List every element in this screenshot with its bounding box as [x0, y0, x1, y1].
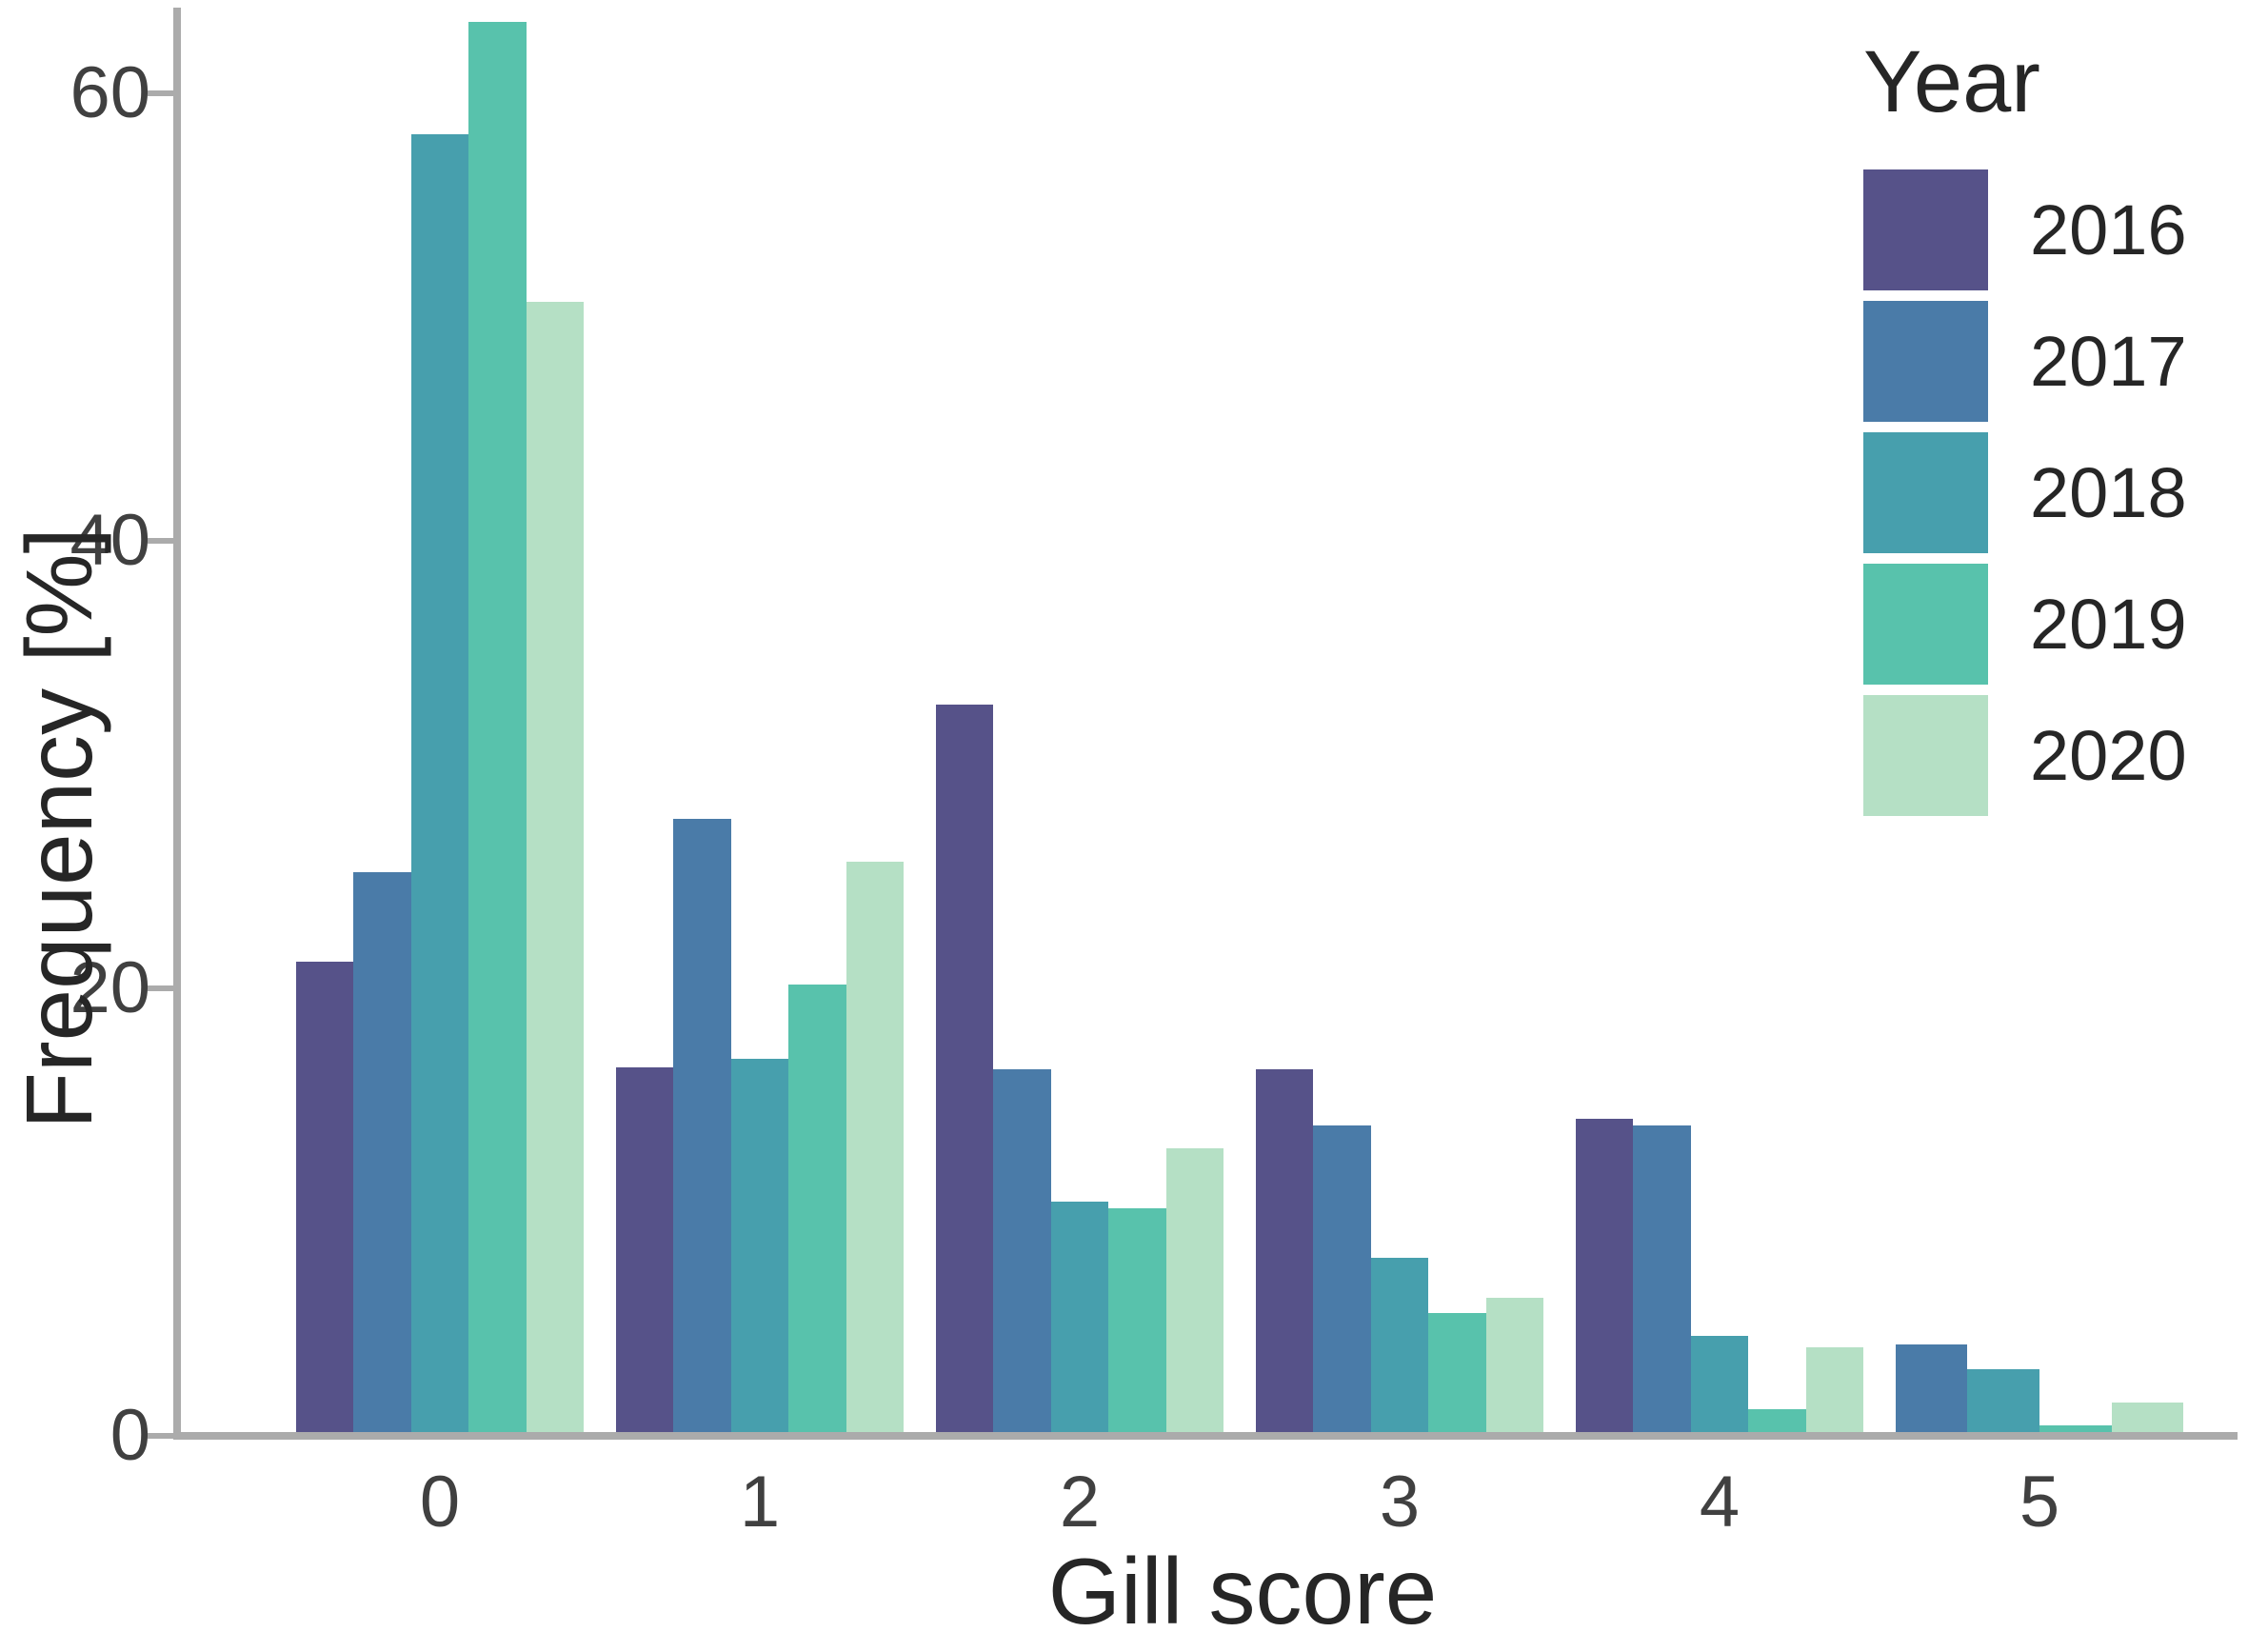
legend-item-2016: 2016: [1863, 169, 2187, 290]
legend-item-2019: 2019: [1863, 564, 2187, 685]
x-tick-label: 0: [419, 1462, 461, 1543]
bar-2020-score-4: [1805, 1347, 1864, 1432]
legend-label-2017: 2017: [2030, 321, 2187, 401]
bar-2020-score-2: [1165, 1148, 1224, 1432]
legend-swatch-2017: [1863, 301, 1988, 422]
legend-label-2019: 2019: [2030, 584, 2187, 664]
x-axis-title: Gill score: [1047, 1539, 1438, 1643]
bar-2017-score-4: [1633, 1125, 1691, 1432]
legend-item-2017: 2017: [1863, 301, 2187, 422]
x-axis-line: [173, 1432, 2238, 1440]
bar-2018-score-1: [730, 1059, 789, 1432]
bar-2016-score-4: [1575, 1119, 1634, 1432]
y-tick-label: 0: [109, 1395, 150, 1476]
legend-label-2020: 2020: [2030, 715, 2187, 795]
y-tick-mark: [148, 985, 181, 991]
legend-item-2018: 2018: [1863, 432, 2187, 553]
x-tick-label: 5: [2019, 1462, 2060, 1543]
bar-2016-score-1: [615, 1067, 674, 1432]
bar-2016-score-3: [1255, 1069, 1314, 1432]
bar-2020-score-3: [1485, 1298, 1544, 1432]
legend: Year 2016 2017 2018 2019 2020: [1863, 38, 2187, 826]
legend-swatch-2018: [1863, 432, 1988, 553]
legend-swatch-2016: [1863, 169, 1988, 290]
legend-swatch-2019: [1863, 564, 1988, 685]
y-tick-label: 40: [70, 500, 150, 581]
bar-2020-score-5: [2111, 1403, 2184, 1432]
legend-label-2016: 2016: [2030, 189, 2187, 269]
legend-items: 2016 2017 2018 2019 2020: [1863, 169, 2187, 816]
x-tick-label: 3: [1379, 1462, 1421, 1543]
bar-2017-score-5: [1895, 1344, 1968, 1432]
legend-title: Year: [1863, 33, 2040, 130]
bar-2020-score-0: [526, 302, 585, 1432]
bar-2016-score-2: [935, 705, 994, 1432]
legend-item-2020: 2020: [1863, 695, 2187, 816]
bar-2019-score-0: [468, 22, 527, 1432]
bar-2019-score-4: [1748, 1409, 1806, 1432]
bar-2020-score-1: [845, 862, 905, 1432]
bar-2019-score-3: [1428, 1313, 1486, 1432]
bar-2018-score-0: [410, 134, 469, 1432]
bar-2019-score-5: [2039, 1425, 2112, 1432]
bar-2017-score-0: [353, 872, 411, 1432]
y-axis-title: Frequency [%]: [7, 527, 111, 1129]
y-axis-line: [173, 8, 181, 1440]
bar-2018-score-2: [1050, 1202, 1109, 1432]
x-tick-label: 1: [739, 1462, 781, 1543]
bar-2019-score-1: [788, 985, 846, 1432]
bar-2018-score-3: [1370, 1258, 1429, 1432]
x-tick-label: 2: [1059, 1462, 1101, 1543]
legend-swatch-2020: [1863, 695, 1988, 816]
y-tick-label: 20: [70, 947, 150, 1028]
bar-2018-score-4: [1690, 1336, 1749, 1432]
x-tick-label: 4: [1699, 1462, 1741, 1543]
y-tick-mark: [148, 90, 181, 96]
bar-2018-score-5: [1967, 1369, 2039, 1432]
y-tick-mark: [148, 1433, 181, 1439]
y-tick-mark: [148, 538, 181, 544]
bar-2017-score-3: [1313, 1125, 1371, 1432]
y-tick-label: 60: [70, 52, 150, 133]
legend-label-2018: 2018: [2030, 452, 2187, 532]
bar-2019-score-2: [1108, 1208, 1166, 1432]
bar-2017-score-2: [993, 1069, 1051, 1432]
bar-2017-score-1: [673, 819, 731, 1432]
bar-2016-score-0: [295, 962, 354, 1432]
